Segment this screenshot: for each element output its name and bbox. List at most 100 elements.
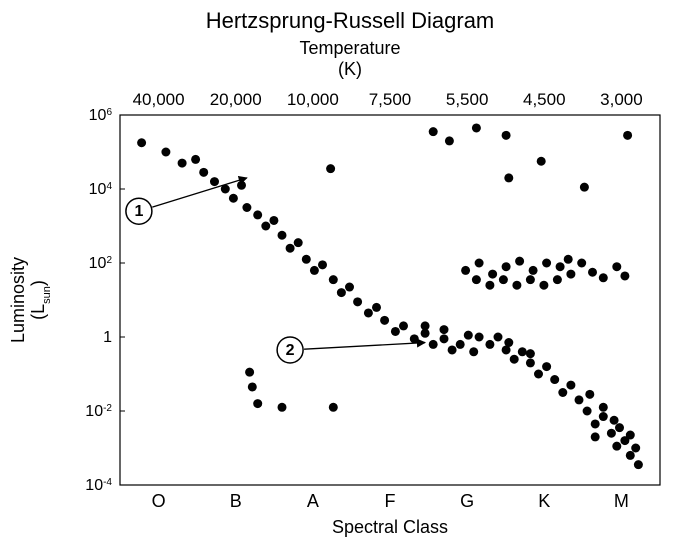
data-point bbox=[510, 355, 519, 364]
spectral-class-label: O bbox=[152, 491, 166, 511]
data-point bbox=[318, 260, 327, 269]
data-point bbox=[191, 155, 200, 164]
data-point bbox=[475, 333, 484, 342]
data-point bbox=[599, 273, 608, 282]
data-point bbox=[566, 270, 575, 279]
data-point bbox=[440, 334, 449, 343]
data-point bbox=[591, 419, 600, 428]
data-point bbox=[253, 399, 262, 408]
data-point bbox=[580, 183, 589, 192]
data-point bbox=[326, 164, 335, 173]
y-tick-label: 102 bbox=[89, 255, 113, 273]
data-point bbox=[445, 136, 454, 145]
data-point bbox=[537, 157, 546, 166]
data-point bbox=[526, 358, 535, 367]
data-point bbox=[237, 181, 246, 190]
temperature-label: 5,500 bbox=[446, 90, 489, 109]
data-point bbox=[610, 416, 619, 425]
data-point bbox=[229, 194, 238, 203]
annotation-arrow bbox=[152, 178, 247, 207]
data-point bbox=[245, 368, 254, 377]
y-tick-label: 1 bbox=[103, 329, 112, 346]
data-point bbox=[337, 288, 346, 297]
data-point bbox=[294, 238, 303, 247]
data-point bbox=[429, 127, 438, 136]
data-point bbox=[502, 262, 511, 271]
y-tick-label: 10-2 bbox=[85, 403, 112, 421]
temperature-label: 40,000 bbox=[133, 90, 185, 109]
data-point bbox=[575, 395, 584, 404]
data-point bbox=[178, 159, 187, 168]
data-point bbox=[448, 345, 457, 354]
y-axis-title-line1: Luminosity bbox=[8, 257, 28, 343]
data-point bbox=[529, 266, 538, 275]
data-point bbox=[539, 281, 548, 290]
data-point bbox=[577, 259, 586, 268]
y-tick-label: 10-4 bbox=[85, 477, 112, 495]
data-point bbox=[607, 429, 616, 438]
spectral-class-label: F bbox=[385, 491, 396, 511]
data-point bbox=[475, 259, 484, 268]
data-point bbox=[440, 325, 449, 334]
data-point bbox=[631, 444, 640, 453]
data-point bbox=[278, 231, 287, 240]
data-point bbox=[286, 244, 295, 253]
data-point bbox=[542, 259, 551, 268]
data-point bbox=[626, 451, 635, 460]
annotation-number: 1 bbox=[134, 203, 143, 220]
data-point bbox=[242, 203, 251, 212]
data-point bbox=[599, 412, 608, 421]
temperature-label: 10,000 bbox=[287, 90, 339, 109]
data-point bbox=[615, 423, 624, 432]
data-point bbox=[588, 268, 597, 277]
hr-diagram-container: Hertzsprung-Russell Diagram Temperature … bbox=[0, 0, 700, 550]
data-point bbox=[456, 340, 465, 349]
spectral-class-label: M bbox=[614, 491, 629, 511]
data-point bbox=[137, 138, 146, 147]
data-point bbox=[504, 338, 513, 347]
data-point bbox=[391, 327, 400, 336]
data-point bbox=[399, 321, 408, 330]
data-point bbox=[488, 270, 497, 279]
y-tick-label: 106 bbox=[89, 107, 113, 125]
data-point bbox=[626, 431, 635, 440]
temperature-label: 4,500 bbox=[523, 90, 566, 109]
data-point bbox=[372, 303, 381, 312]
data-point bbox=[534, 370, 543, 379]
data-point bbox=[553, 275, 562, 284]
data-point bbox=[526, 275, 535, 284]
x-axis-title: Spectral Class bbox=[332, 517, 448, 537]
spectral-class-label: B bbox=[230, 491, 242, 511]
data-point bbox=[472, 275, 481, 284]
data-point bbox=[564, 255, 573, 264]
y-tick-label: 104 bbox=[89, 181, 113, 199]
temperature-label: 7,500 bbox=[369, 90, 412, 109]
data-point bbox=[634, 460, 643, 469]
spectral-class-label: G bbox=[460, 491, 474, 511]
data-point bbox=[512, 281, 521, 290]
data-point bbox=[302, 255, 311, 264]
temperature-label: 3,000 bbox=[600, 90, 643, 109]
data-point bbox=[421, 321, 430, 330]
data-point bbox=[566, 381, 575, 390]
data-point bbox=[469, 347, 478, 356]
data-point bbox=[485, 340, 494, 349]
data-point bbox=[612, 262, 621, 271]
data-point bbox=[583, 407, 592, 416]
annotation-arrow bbox=[304, 343, 425, 350]
spectral-class-label: A bbox=[307, 491, 319, 511]
data-point bbox=[161, 148, 170, 157]
data-point bbox=[499, 275, 508, 284]
data-point bbox=[472, 123, 481, 132]
data-point bbox=[461, 266, 470, 275]
data-point bbox=[494, 333, 503, 342]
chart-svg: 106 104 102 1 10-2 10-4 O B A F G K M Spectral Class 4… bbox=[0, 0, 700, 550]
data-point bbox=[329, 403, 338, 412]
data-point bbox=[248, 382, 257, 391]
temperature-label: 20,000 bbox=[210, 90, 262, 109]
data-point bbox=[518, 347, 527, 356]
data-point bbox=[210, 177, 219, 186]
data-point bbox=[542, 362, 551, 371]
spectral-class-label: K bbox=[538, 491, 550, 511]
data-point bbox=[329, 275, 338, 284]
